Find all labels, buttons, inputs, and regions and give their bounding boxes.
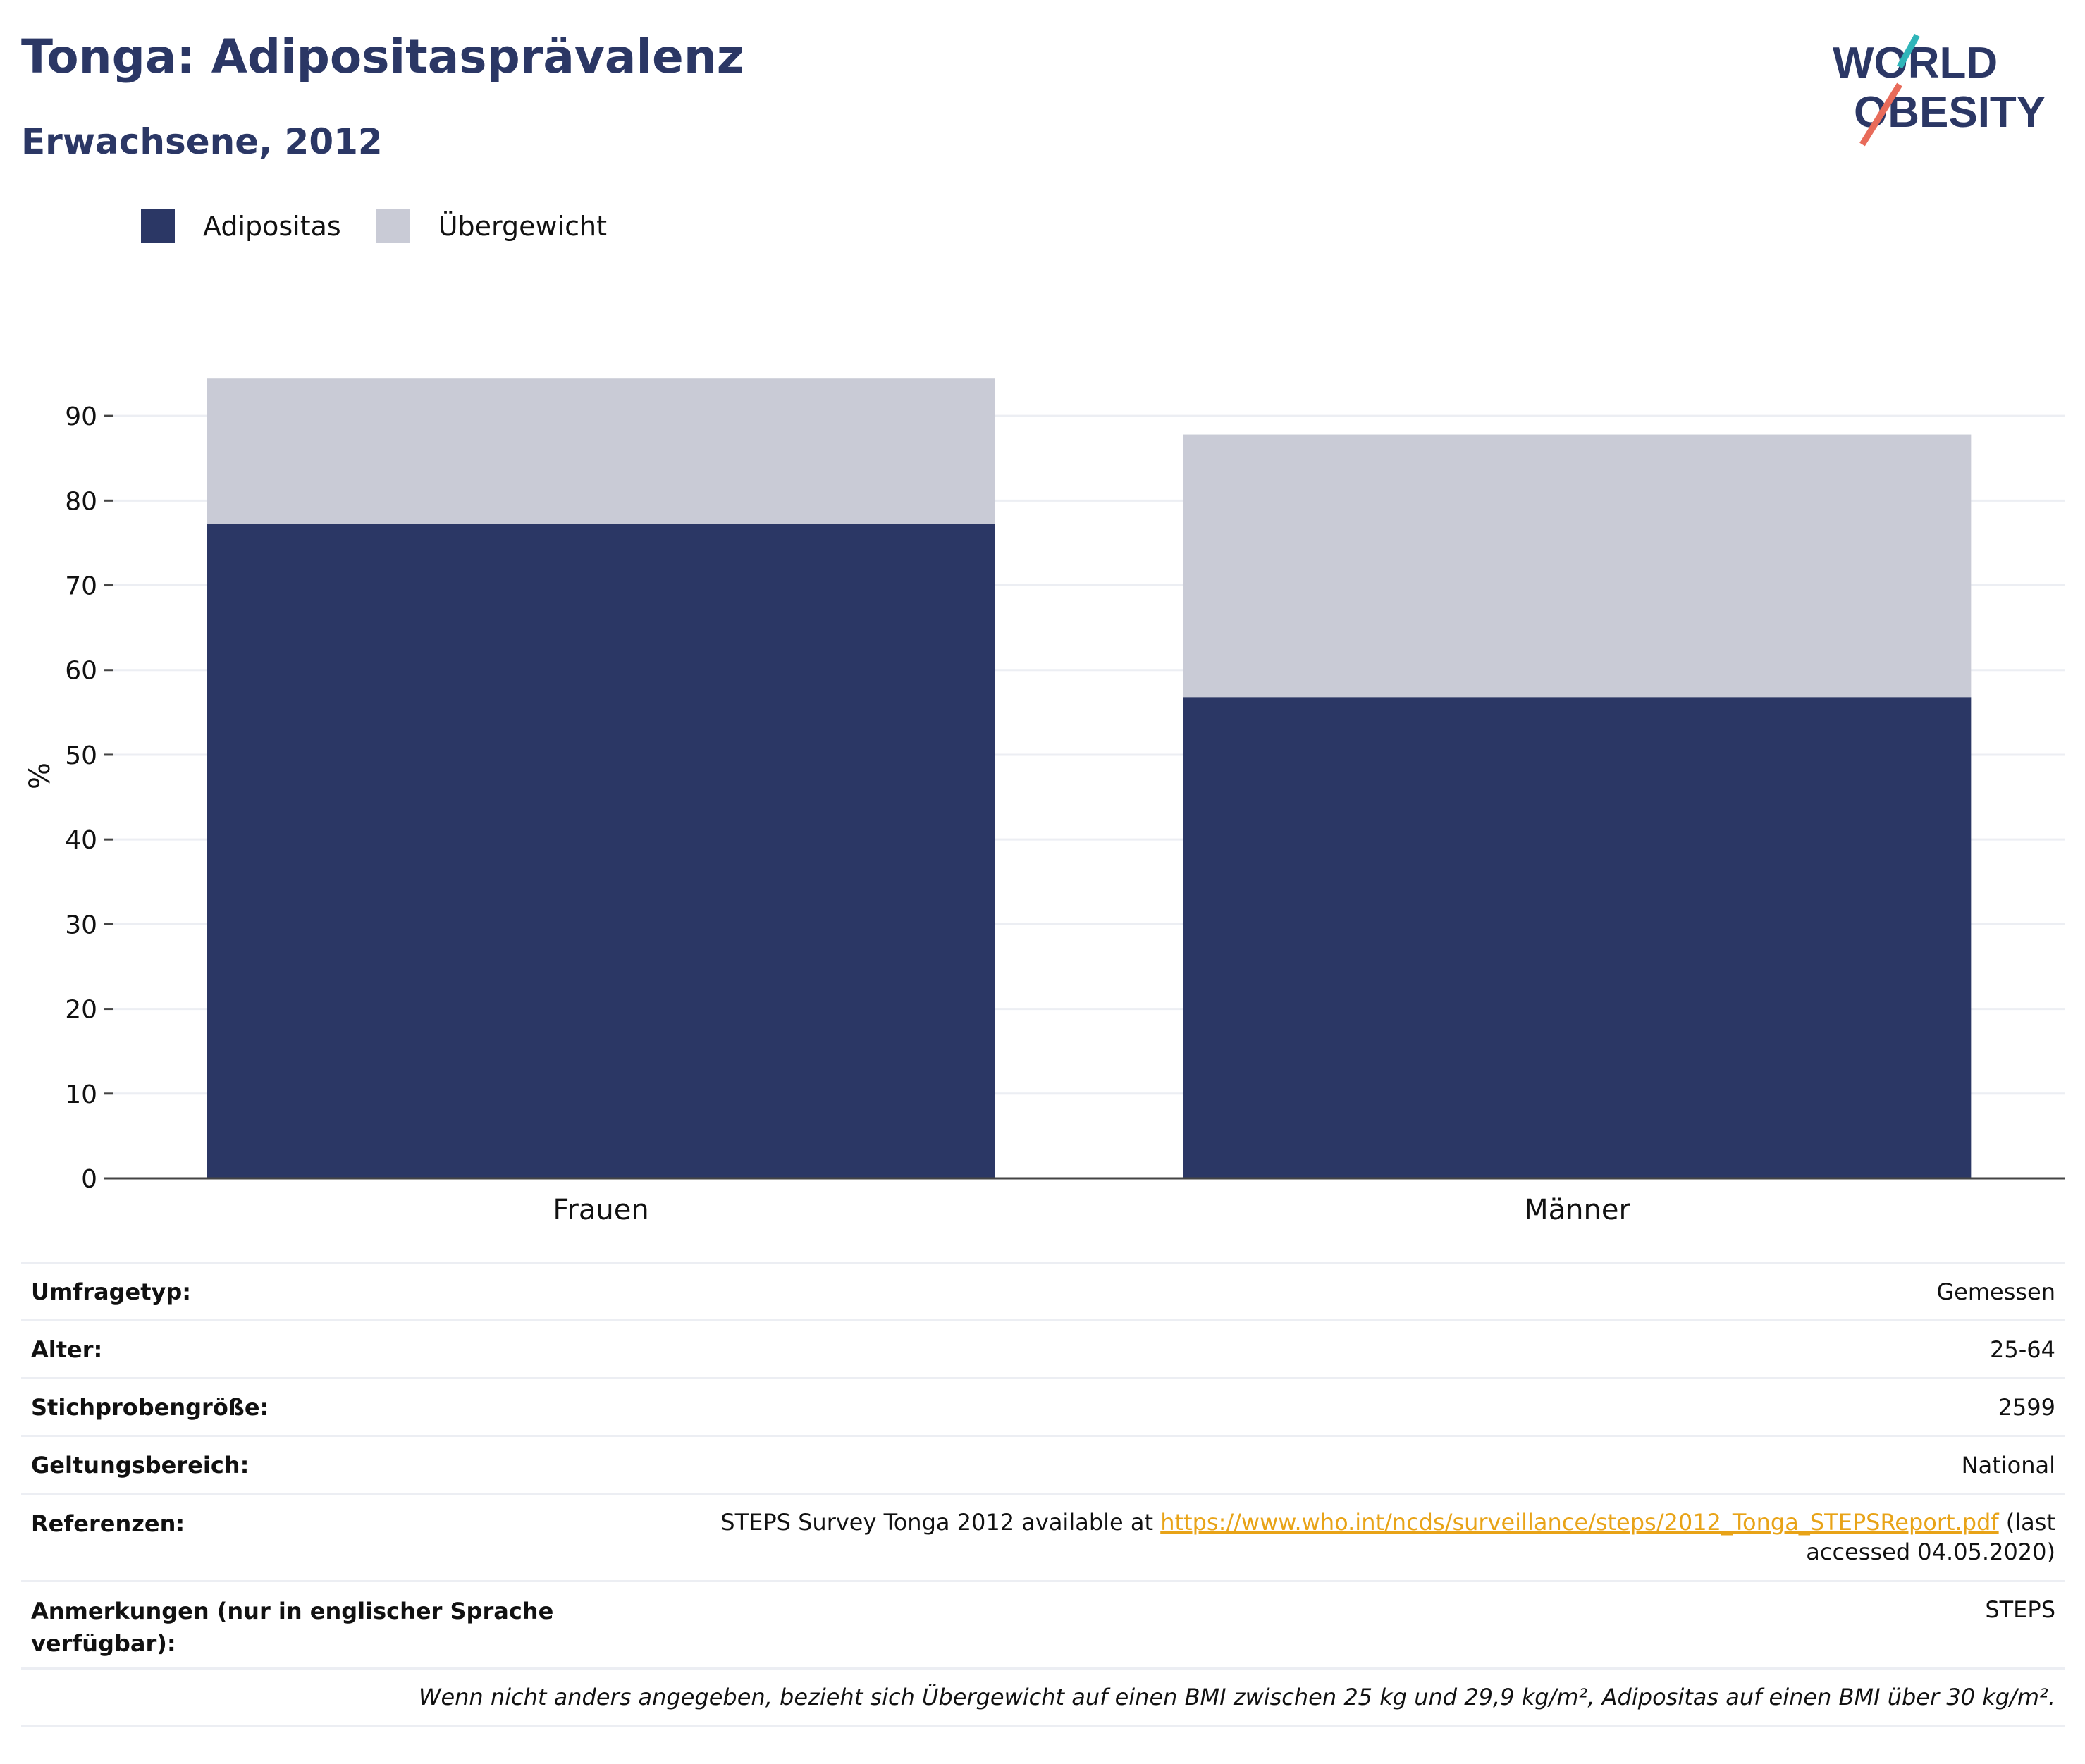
meta-row-survey-type: Umfragetyp: Gemessen xyxy=(21,1262,2065,1319)
y-tick-label: 20 xyxy=(65,996,97,1025)
bar-mnner-bergewicht xyxy=(1183,434,1972,698)
meta-value: STEPS xyxy=(1985,1596,2055,1623)
meta-row-coverage: Geltungsbereich: National xyxy=(21,1435,2065,1493)
logo-stroke-coral xyxy=(1859,82,1902,147)
y-tick-label: 10 xyxy=(65,1080,97,1109)
meta-key: Referenzen: xyxy=(31,1510,185,1537)
y-tick-label: 80 xyxy=(65,487,97,516)
bar-frauen-adipositas xyxy=(207,524,995,1178)
logo-line1: WORLD xyxy=(1833,39,1998,87)
meta-row-references: Referenzen: STEPS Survey Tonga 2012 avai… xyxy=(21,1493,2065,1580)
meta-key: Stichprobengröße: xyxy=(31,1393,269,1421)
meta-key: Alter: xyxy=(31,1336,103,1363)
bar-frauen-bergewicht xyxy=(207,378,995,524)
meta-row-notes: Anmerkungen (nur in englischer Sprache v… xyxy=(21,1580,2065,1667)
meta-value: 2599 xyxy=(1998,1393,2055,1421)
legend-swatch-adipositas xyxy=(141,209,175,243)
meta-value-references: STEPS Survey Tonga 2012 available at htt… xyxy=(610,1507,2055,1580)
logo-stroke-teal xyxy=(1897,33,1920,69)
meta-key: Geltungsbereich: xyxy=(31,1451,250,1479)
meta-value: National xyxy=(1961,1451,2055,1479)
meta-row-sample-size: Stichprobengröße: 2599 xyxy=(21,1377,2065,1435)
y-tick-label: 60 xyxy=(65,657,97,686)
footnote: Wenn nicht anders angegeben, bezieht sic… xyxy=(21,1667,2065,1727)
reference-suffix: (last accessed 04.05.2020) xyxy=(1806,1509,2055,1565)
metadata-table: Umfragetyp: Gemessen Alter: 25-64 Stichp… xyxy=(21,1262,2065,1727)
legend-label-adipositas: Adipositas xyxy=(203,211,341,242)
y-axis-label: % xyxy=(24,763,56,789)
x-tick-label: Männer xyxy=(1524,1194,1630,1226)
y-tick-label: 50 xyxy=(65,741,97,770)
y-tick-label: 0 xyxy=(81,1165,97,1194)
y-tick-label: 90 xyxy=(65,402,97,431)
legend-swatch-uebergewicht xyxy=(376,209,410,243)
page-title: Tonga: Adipositasprävalenz xyxy=(21,30,744,84)
meta-value: 25-64 xyxy=(1990,1336,2055,1363)
y-tick-label: 30 xyxy=(65,911,97,939)
chart-legend: Adipositas Übergewicht xyxy=(141,209,642,243)
meta-key: Anmerkungen (nur in englischer Sprache v… xyxy=(31,1598,554,1657)
page-subtitle: Erwachsene, 2012 xyxy=(21,121,383,162)
x-tick-label: Frauen xyxy=(553,1194,648,1226)
meta-value: Gemessen xyxy=(1936,1278,2055,1305)
y-tick-label: 40 xyxy=(65,826,97,855)
reference-text: STEPS Survey Tonga 2012 available at xyxy=(720,1509,1161,1536)
meta-key: Umfragetyp: xyxy=(31,1278,192,1305)
world-obesity-logo: WORLD OBESITY xyxy=(1833,33,2046,147)
stacked-bar-chart: 0 10 20 30 40 50 60 70 80 90% Frauen Männer xyxy=(24,378,2065,1226)
legend-label-uebergewicht: Übergewicht xyxy=(438,211,607,242)
meta-row-age: Alter: 25-64 xyxy=(21,1319,2065,1377)
bar-mnner-adipositas xyxy=(1183,697,1972,1178)
y-tick-label: 70 xyxy=(65,572,97,601)
reference-link[interactable]: https://www.who.int/ncds/surveillance/st… xyxy=(1160,1509,1999,1536)
